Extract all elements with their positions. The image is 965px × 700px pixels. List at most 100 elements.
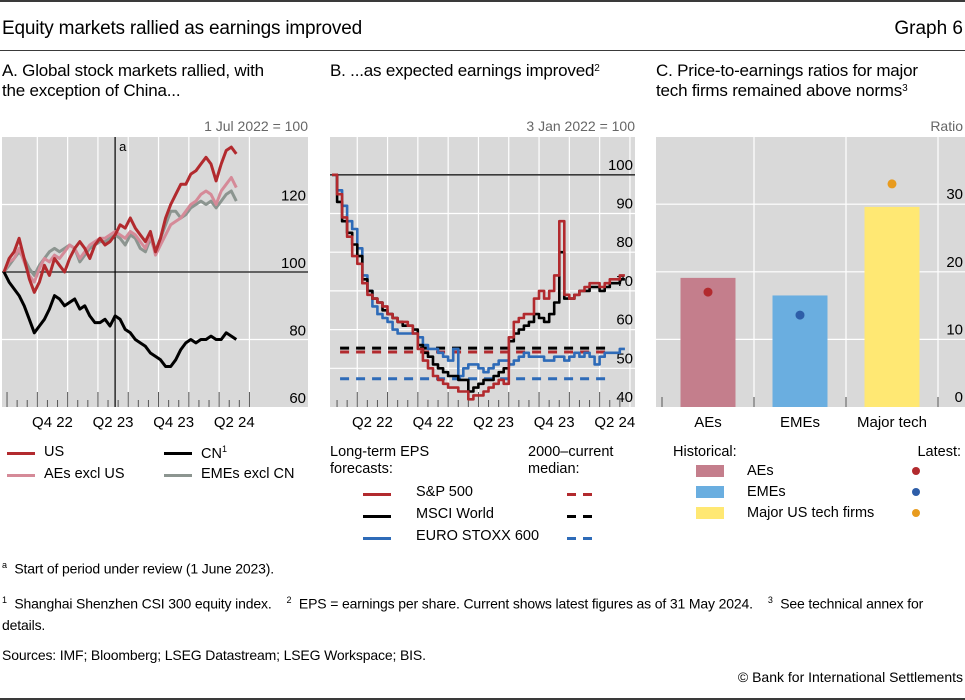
footnote-a-marker: a <box>2 560 7 570</box>
legend-label-cn-text: CN <box>201 445 222 462</box>
y-tick-label: 90 <box>616 196 633 213</box>
footnote-2-text: EPS = earnings per share. Current shows … <box>298 595 753 612</box>
graph-number: Graph 6 <box>894 18 963 39</box>
panel-c-chart: 0 10 20 30 AEs EMEs Major tech <box>656 137 965 431</box>
panel-b-title-text: B. ...as expected earnings improved <box>330 61 595 80</box>
legend-label-aes: AEs <box>747 463 774 479</box>
series-line-s-p-500 <box>332 173 625 401</box>
panel-c-unit: Ratio <box>930 118 963 134</box>
panel-b-title: B. ...as expected earnings improved2 <box>330 61 600 81</box>
sources: Sources: IMF; Bloomberg; LSEG Datastream… <box>2 647 426 663</box>
legend-b-heading-left-1: Long-term EPS <box>330 444 430 460</box>
legend-label-emes-excl-cn: EMEs excl CN <box>201 466 295 482</box>
panel-b-legend: Long-term EPS forecasts: 2000–current me… <box>325 444 645 544</box>
legend-dot-major-tech <box>912 509 920 517</box>
legend-label-cn-sup: 1 <box>221 444 227 454</box>
footnotes-numbered: 1 Shanghai Shenzhen CSI 300 equity index… <box>2 590 964 636</box>
panel-b-title-sup: 2 <box>594 63 600 74</box>
panel-c-title-line2: tech firms remained above norms <box>656 81 903 100</box>
footnote-3-marker: 3 <box>767 595 773 605</box>
series-line-aes-excl-us <box>2 176 238 284</box>
title-rule <box>0 50 965 51</box>
legend-bar-major-tech <box>696 507 724 519</box>
series-line-cn <box>2 271 238 368</box>
legend-label-cn: CN1 <box>201 444 227 462</box>
footnote-1-marker: 1 <box>2 595 7 605</box>
series-line-euro-stoxx-600 <box>332 173 625 378</box>
panel-a-chart: 60 80 100 120 Q4 22 Q2 23 Q4 23 Q2 24 a <box>2 137 308 431</box>
panel-a-title-line2: the exception of China... <box>2 81 181 100</box>
bar-historical-aes <box>680 277 736 407</box>
footnote-3-text: See technical annex for details. <box>2 595 924 633</box>
legend-b-heading-left-2: forecasts: <box>330 461 393 477</box>
series-line-us <box>2 145 238 294</box>
y-tick-label: 100 <box>608 157 633 174</box>
legend-swatch-euro-stoxx <box>363 537 391 540</box>
footnote-1-text: Shanghai Shenzhen CSI 300 equity index. <box>14 595 272 612</box>
legend-swatch-us <box>7 452 35 455</box>
x-tick-label: Q4 22 <box>32 414 73 431</box>
x-tick-label: EMEs <box>780 414 820 431</box>
legend-label-aes-excl-us: AEs excl US <box>44 466 125 482</box>
event-label: a <box>119 139 127 154</box>
legend-swatch-emes-excl-cn <box>164 474 192 477</box>
footnote-a: a Start of period under review (1 June 2… <box>2 555 964 580</box>
dot-latest-aes <box>703 287 713 297</box>
panel-b-unit: 3 Jan 2022 = 100 <box>526 118 635 134</box>
x-tick-label: Q4 23 <box>534 414 575 431</box>
y-tick-label: 40 <box>616 389 633 406</box>
legend-c-heading-latest: Latest: <box>917 444 961 460</box>
dot-latest-emes <box>795 310 805 320</box>
legend-label-major-tech: Major US tech firms <box>747 505 875 521</box>
legend-swatch-sp500 <box>363 493 391 496</box>
y-tick-label: 100 <box>281 255 306 272</box>
y-tick-label: 80 <box>616 234 633 251</box>
legend-swatch-msci-world <box>363 515 391 518</box>
x-tick-label: Q4 23 <box>153 414 194 431</box>
legend-swatch-cn <box>164 452 192 455</box>
y-tick-label: 0 <box>955 389 963 406</box>
legend-bar-aes <box>696 465 724 477</box>
x-tick-label: Q2 22 <box>352 414 393 431</box>
y-tick-label: 120 <box>281 188 306 205</box>
copyright: © Bank for International Settlements <box>737 669 963 685</box>
panel-c-legend: Historical: Latest: AEs EMEs Major US te… <box>650 444 965 544</box>
legend-b-heading-right-2: median: <box>528 461 580 477</box>
legend-median-sp500 <box>567 493 595 496</box>
panel-a-legend: US AEs excl US CN1 EMEs excl CN <box>0 444 320 484</box>
legend-median-euro-stoxx <box>567 537 595 540</box>
panel-c-title-sup: 3 <box>902 83 908 94</box>
bar-historical-major-tech <box>864 206 920 407</box>
panel-c-title: C. Price-to-earnings ratios for major te… <box>656 61 918 101</box>
footnote-a-text: Start of period under review (1 June 202… <box>14 560 275 577</box>
legend-dot-emes <box>912 488 920 496</box>
legend-label-us: US <box>44 444 65 460</box>
top-rule <box>0 0 965 2</box>
x-tick-label: Q4 22 <box>413 414 454 431</box>
legend-label-euro-stoxx: EURO STOXX 600 <box>416 528 540 544</box>
y-tick-label: 60 <box>616 312 633 329</box>
legend-swatch-aes-excl-us <box>7 474 35 477</box>
x-tick-label: Q2 24 <box>214 414 255 431</box>
dot-latest-major-tech <box>887 179 897 189</box>
y-tick-label: 50 <box>616 350 633 367</box>
legend-median-msci-world <box>567 515 595 518</box>
plot-background <box>330 137 635 407</box>
panel-c-title-line1: C. Price-to-earnings ratios for major <box>656 61 918 80</box>
y-tick-label: 30 <box>946 186 963 203</box>
x-tick-label: AEs <box>694 414 722 431</box>
y-tick-label: 80 <box>289 323 306 340</box>
legend-dot-aes <box>912 467 920 475</box>
x-tick-label: Major tech <box>857 414 927 431</box>
legend-bar-emes <box>696 486 724 498</box>
x-tick-label: Q2 24 <box>594 414 635 431</box>
legend-label-sp500: S&P 500 <box>416 484 473 500</box>
panel-a-unit: 1 Jul 2022 = 100 <box>204 118 308 134</box>
legend-label-msci-world: MSCI World <box>416 506 494 522</box>
panel-a-title-line1: A. Global stock markets rallied, with <box>2 61 264 80</box>
y-tick-label: 20 <box>946 254 963 271</box>
y-tick-label: 60 <box>289 390 306 407</box>
legend-b-heading-right-1: 2000–current <box>528 444 614 460</box>
bottom-rule <box>0 698 965 700</box>
